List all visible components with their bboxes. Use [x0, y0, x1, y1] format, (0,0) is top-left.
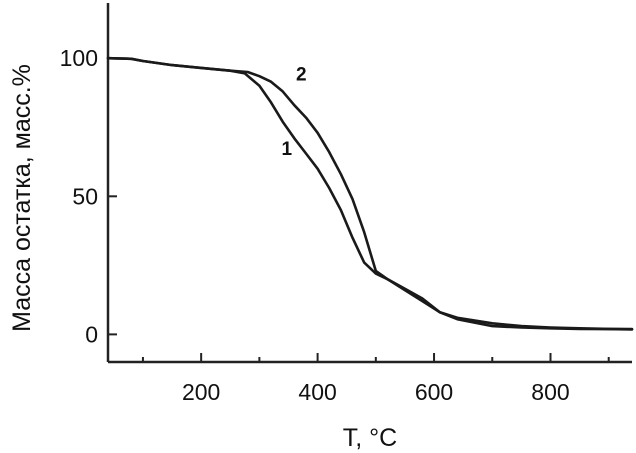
- y-tick-label: 100: [60, 45, 98, 71]
- y-axis-label: Масса остатка, масс.%: [8, 64, 36, 332]
- y-tick-label: 50: [72, 183, 98, 209]
- x-tick-label: 800: [531, 379, 569, 405]
- axes: 200 400 600 800 0 50 100: [60, 3, 632, 405]
- annotations: 12: [281, 64, 306, 160]
- y-tick-label: 0: [85, 321, 98, 347]
- curve-label-1: 1: [281, 139, 292, 160]
- x-tick-label: 600: [415, 379, 453, 405]
- series-line-2: [106, 56, 634, 331]
- x-axis-label: T, °C: [343, 424, 397, 452]
- x-tick-label: 400: [298, 379, 336, 405]
- series-line-1: [106, 56, 634, 331]
- curve-label-2: 2: [296, 64, 307, 85]
- x-tick-label: 200: [182, 379, 220, 405]
- curves: [106, 56, 634, 331]
